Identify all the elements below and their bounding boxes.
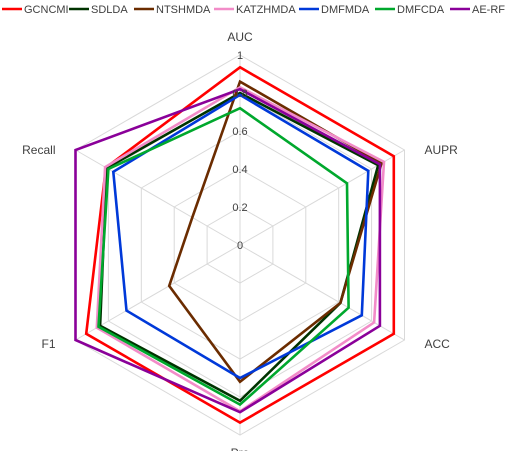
axis-label-auc: AUC bbox=[227, 30, 253, 44]
legend-item: SDLDA bbox=[69, 4, 128, 16]
series-layer bbox=[74, 65, 396, 425]
legend-label: SDLDA bbox=[91, 4, 128, 16]
legend-item: GCNCMI bbox=[2, 4, 69, 16]
legend-item: NTSHMDA bbox=[134, 4, 211, 16]
legend-label: DMFMDA bbox=[321, 4, 370, 16]
series-line-dmfcda bbox=[97, 106, 350, 407]
axis-label-recall: Recall bbox=[22, 143, 55, 157]
series-line-sdlda bbox=[98, 91, 380, 403]
axis-label-acc: ACC bbox=[425, 337, 451, 351]
radial-tick-label: 0.4 bbox=[232, 164, 247, 176]
radial-tick-label: 0.2 bbox=[232, 202, 247, 214]
axis-labels: AUC AUPR ACC Pre F1 Recall bbox=[22, 30, 458, 451]
axis-label-aupr: AUPR bbox=[425, 143, 459, 157]
series-line-ntshmda bbox=[167, 79, 384, 384]
legend-item: KATZHMDA bbox=[214, 4, 296, 16]
legend-label: DMFCDA bbox=[397, 4, 445, 16]
radial-tick-label: 0.6 bbox=[232, 126, 247, 138]
grid-spoke bbox=[75, 244, 241, 341]
legend-item: DMFCDA bbox=[375, 4, 445, 16]
legend: GCNCMI SDLDA NTSHMDA KATZHMDA DMFMDA DMFCDA AE… bbox=[2, 4, 505, 16]
legend-label: AE-RF bbox=[472, 4, 505, 16]
radial-tick-label: 1 bbox=[237, 50, 243, 62]
radial-tick-labels: 0 0.2 0.4 0.6 0.8 1 bbox=[232, 50, 247, 252]
axis-label-pre: Pre bbox=[231, 446, 250, 451]
grid-spoke bbox=[239, 244, 405, 341]
axis-label-f1: F1 bbox=[41, 337, 55, 351]
radial-tick-label: 0 bbox=[237, 240, 243, 252]
radial-tick-label: 0.8 bbox=[232, 88, 247, 100]
series-line-dmfmda bbox=[111, 93, 370, 380]
grid-spoke bbox=[75, 149, 241, 246]
legend-item: DMFMDA bbox=[299, 4, 370, 16]
legend-label: NTSHMDA bbox=[156, 4, 211, 16]
legend-label: KATZHMDA bbox=[236, 4, 296, 16]
legend-label: GCNCMI bbox=[24, 4, 69, 16]
legend-item: AE-RF bbox=[450, 4, 505, 16]
series-line-ae-rf bbox=[74, 87, 382, 414]
